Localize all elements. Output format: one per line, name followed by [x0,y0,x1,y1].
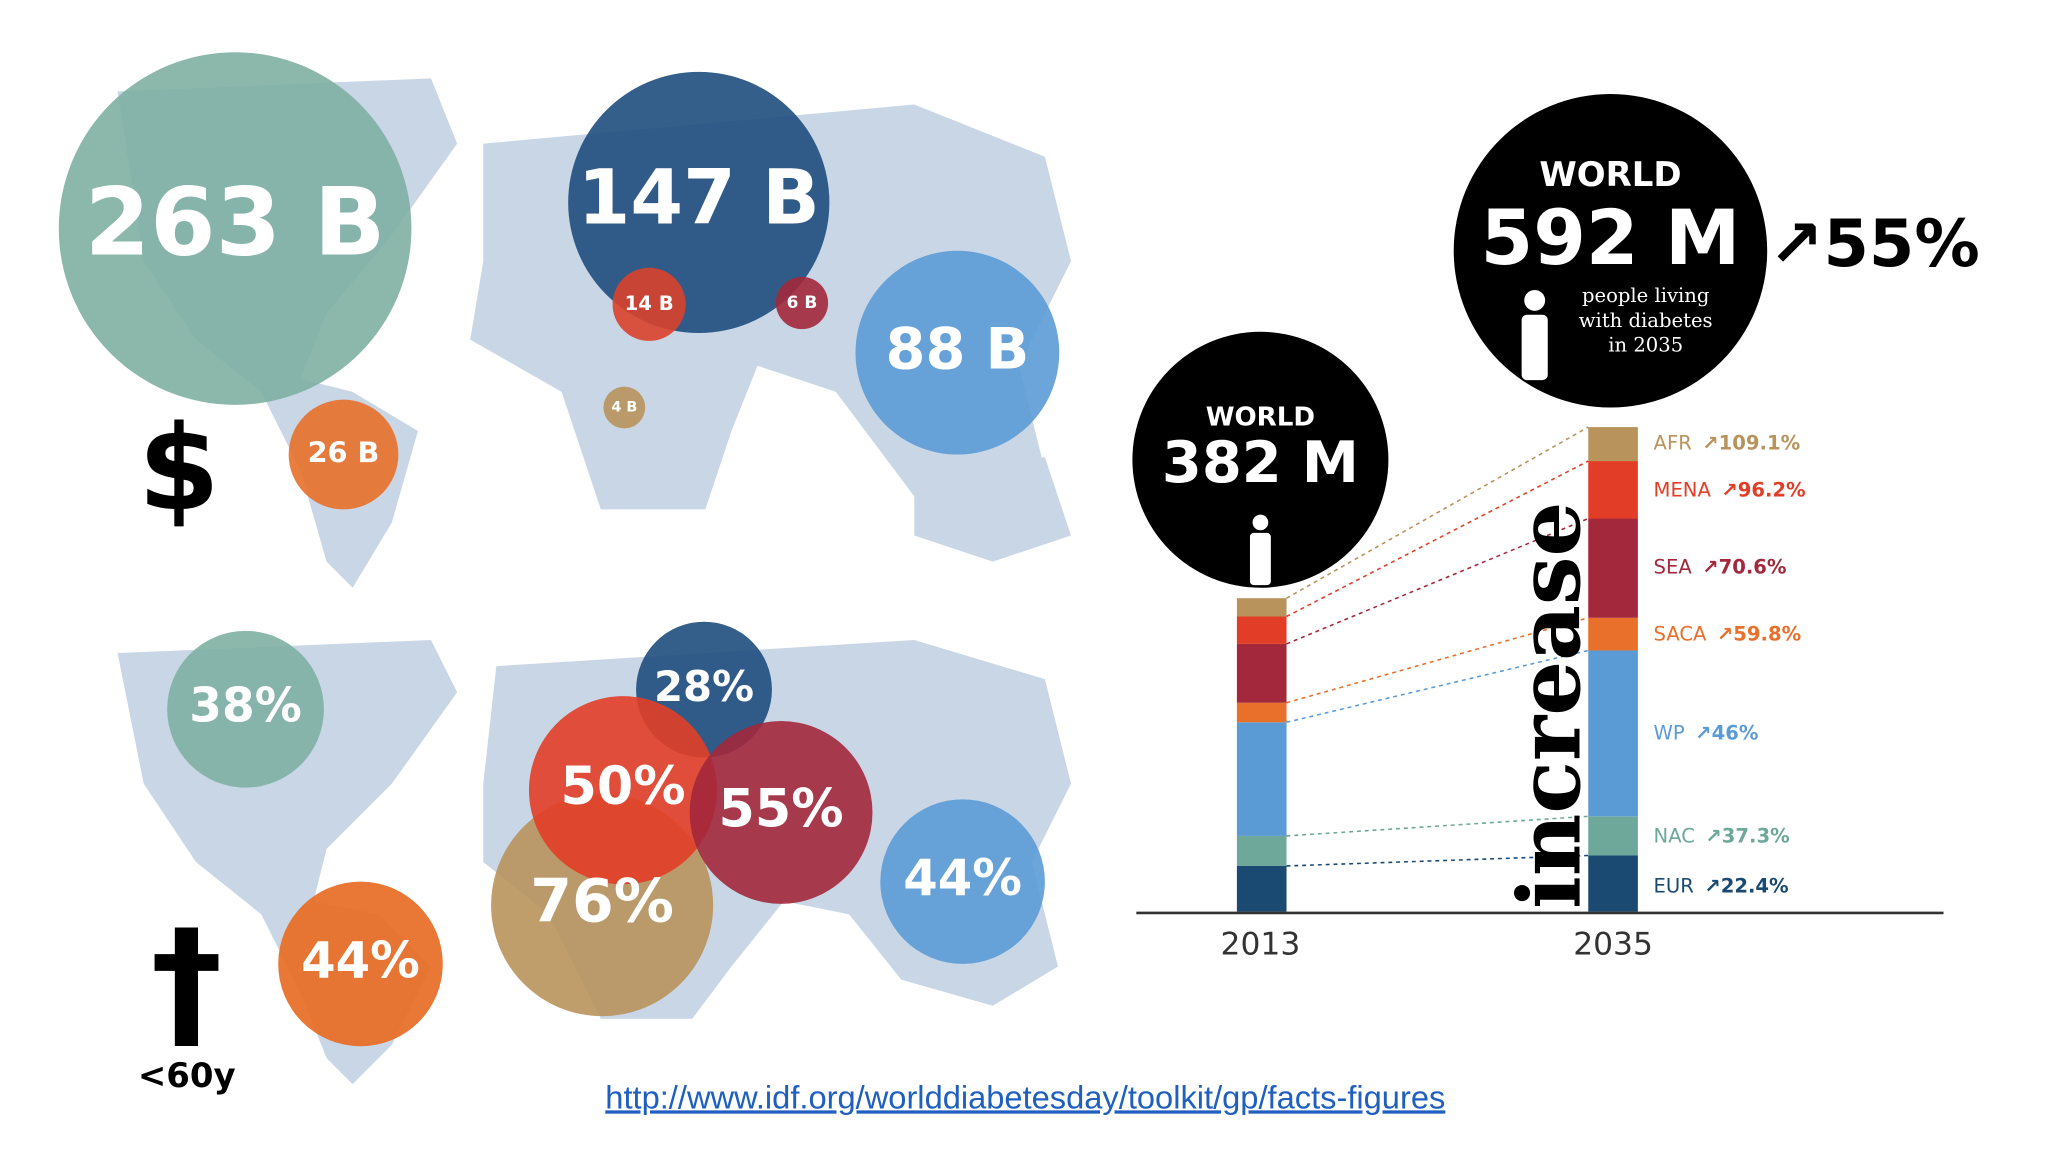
bubble [167,630,324,788]
region-change: ↗37.3% [1705,825,1789,848]
region-name: SEA [1654,556,1693,579]
bubble-label: 44% [301,931,420,989]
bubble [278,881,443,1047]
world-value: 382 M [1162,429,1359,496]
world-caption: in 2035 [1608,334,1683,357]
bubble [775,276,829,330]
world-value: 592 M [1481,194,1741,282]
bubble-label: 38% [189,679,302,734]
bubble-label: 263 B [85,168,386,277]
bubble-label: 26 B [308,436,380,470]
death-caption: <60y [138,1056,236,1096]
bubble-label: 76% [530,867,674,937]
region-name: MENA [1654,479,1712,502]
bubble-label: 55% [719,779,844,839]
bubble [288,399,399,510]
cost-bubbles: 263 B 147 B 88 B 26 B 14 B 6 B 4 B [58,52,1060,510]
increase-word: increase [1499,502,1600,909]
bubble-label: 88 B [886,315,1030,382]
death-bubbles: 38% 28% 50% 55% 76% 44% 44% [167,621,1045,1047]
cost-symbol: $ [138,400,220,537]
person-icon [1249,514,1271,586]
world-caption: with diabetes [1579,309,1713,332]
region-change: ↗59.8% [1717,622,1801,645]
region-change: ↗22.4% [1704,874,1788,897]
bubble [568,71,830,334]
year-label: 2035 [1573,927,1653,963]
region-name: WP [1654,722,1685,745]
world-heading: WORLD [1206,402,1315,432]
bar-2035 [1588,427,1638,912]
bubble-label: 28% [654,662,754,711]
bubble-label: 6 B [787,293,818,313]
world-2013-circle [1132,331,1389,588]
region-name: AFR [1654,432,1693,455]
bubble [689,720,873,904]
bubble-label: 50% [561,757,686,817]
bar-2013 [1236,598,1287,912]
region-name: EUR [1654,874,1695,897]
region-change: ↗96.2% [1721,479,1805,502]
world-heading: WORLD [1539,155,1681,195]
bubble [528,696,718,885]
year-label: 2013 [1221,927,1301,963]
person-icon [1521,289,1548,381]
bubble [603,386,646,429]
bubble [855,250,1060,455]
region-change: ↗70.6% [1702,556,1786,579]
bubble-label: 147 B [578,153,820,241]
bubble-label: 14 B [625,292,674,315]
death-symbol: † [151,899,223,1066]
region-name: NAC [1654,825,1695,848]
bubble [58,52,412,405]
world-increase: ↗55% [1769,206,1980,282]
connectors [1286,426,1589,867]
bubble [612,267,686,341]
region-change: ↗46% [1695,722,1758,745]
world-caption: people living [1582,284,1710,307]
source-link[interactable]: http://www.idf.org/worlddiabetesday/tool… [605,1078,1445,1115]
bubble [880,799,1045,964]
region-change: ↗109.1% [1702,432,1800,455]
region-labels: AFR ↗109.1% MENA ↗96.2% SEA ↗70.6% SACA ↗59.8% W… [1654,432,1806,898]
region-name: SACA [1654,622,1708,645]
bubble-label: 44% [903,849,1022,907]
bubble-label: 4 B [611,400,637,416]
